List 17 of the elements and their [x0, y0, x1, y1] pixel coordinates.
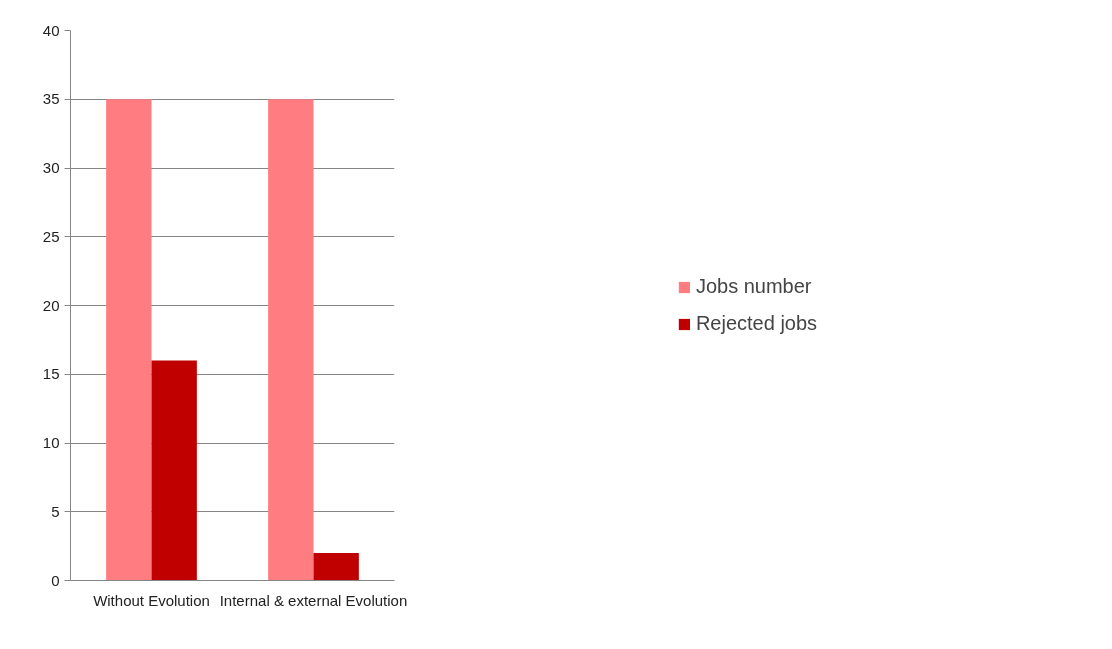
y-tick-label: 20	[42, 296, 60, 314]
y-tick-label: 15	[42, 365, 60, 383]
y-tick-label: 10	[42, 434, 60, 451]
x-tick-label: Internal & external Evolution	[219, 591, 408, 609]
legend-label: Jobs number	[695, 275, 812, 298]
y-tick-label: 30	[42, 159, 60, 176]
x-tick-label: Without Evolution	[93, 591, 210, 609]
y-tick-label: 35	[42, 90, 60, 108]
y-tick-label: 40	[42, 21, 60, 39]
bar	[268, 99, 314, 581]
y-tick-label: 5	[51, 502, 60, 520]
bar	[106, 99, 152, 581]
y-tick-label: 0	[51, 571, 60, 589]
y-tick-label: 25	[42, 227, 60, 245]
bar	[151, 360, 197, 581]
legend-label: Rejected jobs	[695, 312, 818, 335]
bar	[313, 553, 359, 581]
